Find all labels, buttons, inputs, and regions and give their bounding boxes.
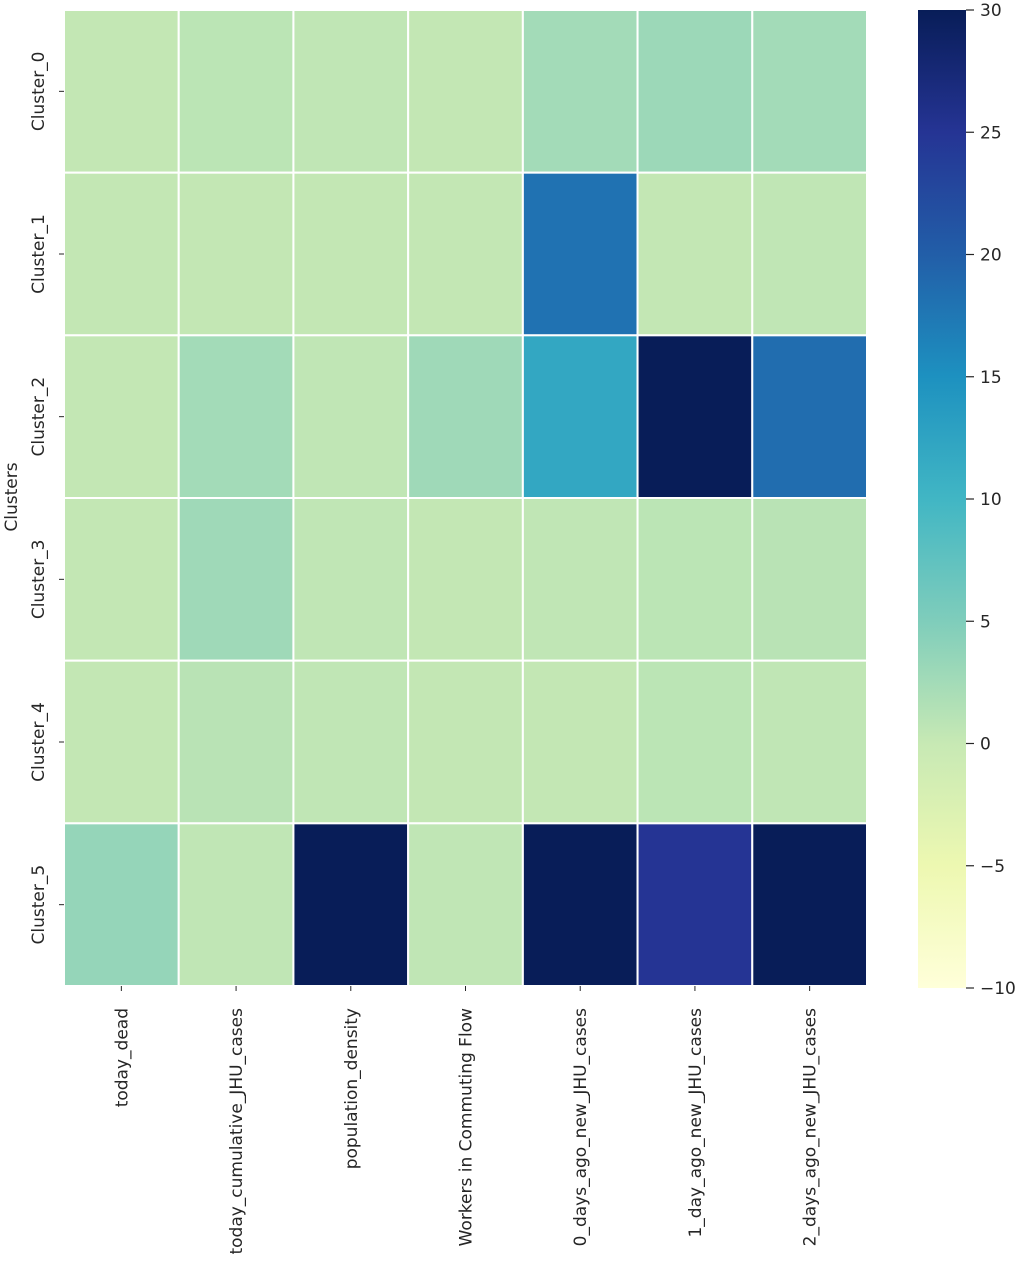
heatmap-cell-r1-c0 bbox=[63, 171, 180, 337]
heatmap-cell-r1-c3 bbox=[407, 171, 524, 337]
colorbar-tick-label: 10 bbox=[980, 490, 1002, 510]
heatmap-cell-r2-c1 bbox=[177, 334, 295, 500]
heatmap-cell-r1-c2 bbox=[292, 171, 410, 337]
heatmap-cells bbox=[63, 9, 868, 987]
heatmap-cell-r4-c3 bbox=[407, 659, 524, 825]
column-labels: today_dead today_cumulative_JHU_cases popu… bbox=[112, 986, 821, 1255]
row-label: Cluster_3 bbox=[29, 540, 49, 620]
heatmap-cell-r3-c3 bbox=[407, 497, 524, 662]
heatmap-cell-r3-c6 bbox=[751, 497, 868, 662]
heatmap-cell-r5-c5 bbox=[636, 822, 754, 987]
heatmap-cell-r4-c0 bbox=[63, 659, 180, 825]
colorbar-tick-label: 30 bbox=[980, 1, 1002, 21]
heatmap-cell-r2-c2 bbox=[292, 334, 410, 500]
colorbar-tick-label: 0 bbox=[980, 735, 991, 755]
row-label: Cluster_0 bbox=[29, 52, 49, 132]
heatmap-cell-r0-c6 bbox=[751, 9, 868, 174]
row-label: Cluster_5 bbox=[29, 865, 49, 945]
row-label: Cluster_2 bbox=[29, 377, 49, 457]
heatmap-cell-r0-c3 bbox=[407, 9, 524, 174]
heatmap-cell-r0-c0 bbox=[63, 9, 180, 174]
row-label: Cluster_1 bbox=[29, 214, 49, 294]
colorbar-tick-label: 20 bbox=[980, 246, 1002, 266]
heatmap-cell-r0-c2 bbox=[292, 9, 410, 174]
column-label: today_dead bbox=[112, 1008, 132, 1107]
heatmap-cell-r4-c1 bbox=[177, 659, 295, 825]
colorbar-tick-label: 5 bbox=[980, 612, 991, 632]
column-label: 2_days_ago_new_JHU_cases bbox=[801, 1008, 821, 1247]
heatmap-cell-r1-c4 bbox=[521, 171, 639, 337]
heatmap-cell-r1-c5 bbox=[636, 171, 754, 337]
column-label: today_cumulative_JHU_cases bbox=[227, 1008, 247, 1255]
colorbar-tick-label: −5 bbox=[980, 857, 1005, 877]
heatmap-cell-r4-c4 bbox=[521, 659, 639, 825]
heatmap-cell-r5-c1 bbox=[177, 822, 295, 987]
heatmap-cell-r5-c2 bbox=[292, 822, 410, 987]
column-label: 1_day_ago_new_JHU_cases bbox=[686, 1008, 706, 1238]
column-label: Workers in Commuting Flow bbox=[457, 1008, 477, 1246]
colorbar bbox=[918, 10, 966, 988]
heatmap-cell-r4-c2 bbox=[292, 659, 410, 825]
heatmap-cell-r5-c4 bbox=[521, 822, 639, 987]
colorbar-tick-label: 15 bbox=[980, 368, 1002, 388]
heatmap-cell-r5-c6 bbox=[751, 822, 868, 987]
heatmap-cell-r4-c6 bbox=[751, 659, 868, 825]
heatmap-cell-r0-c1 bbox=[177, 9, 295, 174]
heatmap-cell-r3-c2 bbox=[292, 497, 410, 662]
y-axis-title: Clusters bbox=[2, 462, 22, 531]
column-label: 0_days_ago_new_JHU_cases bbox=[571, 1008, 591, 1247]
heatmap-cell-r3-c0 bbox=[63, 497, 180, 662]
heatmap-cell-r2-c3 bbox=[407, 334, 524, 500]
heatmap-cell-r3-c5 bbox=[636, 497, 754, 662]
heatmap-cell-r3-c4 bbox=[521, 497, 639, 662]
colorbar-ticks: 30 25 20 15 10 5 0 −5 −10 bbox=[966, 1, 1016, 999]
heatmap-cell-r0-c4 bbox=[521, 9, 639, 174]
heatmap-cell-r4-c5 bbox=[636, 659, 754, 825]
row-label: Cluster_4 bbox=[29, 702, 49, 782]
heatmap-cell-r1-c1 bbox=[177, 171, 295, 337]
heatmap-cell-r3-c1 bbox=[177, 497, 295, 662]
column-label: population_density bbox=[342, 1008, 362, 1169]
heatmap-cell-r2-c4 bbox=[521, 334, 639, 500]
heatmap-cell-r1-c6 bbox=[751, 171, 868, 337]
heatmap-cell-r5-c3 bbox=[407, 822, 524, 987]
heatmap-cell-r5-c0 bbox=[63, 822, 180, 987]
heatmap-cell-r2-c0 bbox=[63, 334, 180, 500]
heatmap-cell-r2-c6 bbox=[751, 334, 868, 500]
heatmap-cell-r0-c5 bbox=[636, 9, 754, 174]
heatmap-cell-r2-c5 bbox=[636, 334, 754, 500]
colorbar-tick-label: 25 bbox=[980, 123, 1002, 143]
row-labels: Cluster_0 Cluster_1 Cluster_2 Cluster_3 Clus… bbox=[29, 52, 64, 945]
colorbar-tick-label: −10 bbox=[980, 979, 1016, 999]
